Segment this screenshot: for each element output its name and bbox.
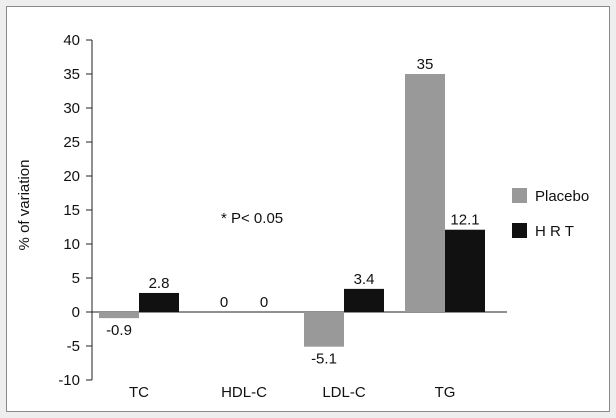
- legend-swatch: [512, 188, 527, 203]
- y-tick-label: 25: [63, 134, 80, 151]
- legend-swatch: [512, 223, 527, 238]
- hrt-bar: [445, 229, 485, 312]
- placebo-bar: [304, 312, 344, 347]
- placebo-bar: [99, 312, 139, 319]
- y-tick-label: 5: [72, 270, 80, 287]
- data-label: 0: [220, 294, 228, 311]
- y-tick-label: 40: [63, 32, 80, 49]
- placebo-bar: [405, 74, 445, 312]
- bars: [99, 74, 485, 347]
- legend-label: H R T: [535, 223, 574, 240]
- hrt-bar: [344, 288, 384, 312]
- y-tick-label: 20: [63, 168, 80, 185]
- category-label: HDL-C: [221, 384, 267, 401]
- y-tick-label: 30: [63, 100, 80, 117]
- y-tick-label: 35: [63, 66, 80, 83]
- data-label: 2.8: [149, 275, 170, 292]
- y-tick-label: -10: [58, 372, 80, 389]
- category-label: TG: [435, 384, 456, 401]
- y-tick-label: 15: [63, 202, 80, 219]
- legend: Placebo H R T: [512, 188, 589, 240]
- y-tick-label: 0: [72, 304, 80, 321]
- data-label: -0.9: [106, 322, 132, 339]
- category-label: TC: [129, 384, 149, 401]
- significance-note: * P< 0.05: [221, 210, 283, 227]
- chart-frame: -10 -5 0 5 10 15 20 25 30 35 40 TC HDL-C LDL-C TG -0.9…: [6, 6, 610, 412]
- data-label: 35: [417, 56, 434, 73]
- axes: -10 -5 0 5 10 15 20 25 30 35 40 TC HDL-C LDL-C TG: [58, 32, 507, 401]
- legend-label: Placebo: [535, 188, 589, 205]
- data-labels: -0.9 2.8 0 0 -5.1 3.4 35 12.1: [106, 56, 480, 368]
- data-label: -5.1: [311, 351, 337, 368]
- data-label: 12.1: [450, 212, 479, 229]
- y-tick-label: -5: [67, 338, 80, 355]
- data-label: 0: [260, 294, 268, 311]
- hrt-bar: [139, 292, 179, 312]
- bar-chart: -10 -5 0 5 10 15 20 25 30 35 40 TC HDL-C LDL-C TG -0.9…: [16, 32, 589, 401]
- y-axis-title: % of variation: [16, 160, 33, 251]
- data-label: 3.4: [354, 271, 375, 288]
- y-tick-label: 10: [63, 236, 80, 253]
- category-label: LDL-C: [322, 384, 366, 401]
